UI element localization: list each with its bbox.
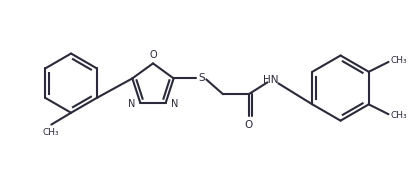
Text: S: S: [198, 73, 204, 83]
Text: N: N: [128, 99, 135, 109]
Text: N: N: [171, 99, 178, 109]
Text: CH₃: CH₃: [391, 56, 407, 65]
Text: O: O: [245, 120, 253, 130]
Text: O: O: [149, 50, 157, 60]
Text: CH₃: CH₃: [391, 111, 407, 120]
Text: HN: HN: [263, 75, 278, 85]
Text: CH₃: CH₃: [42, 128, 58, 136]
